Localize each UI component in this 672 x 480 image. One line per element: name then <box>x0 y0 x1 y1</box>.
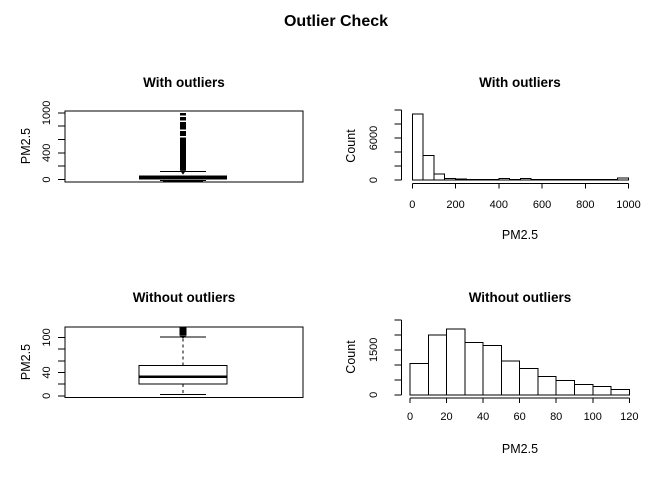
x-tick-label: 1000 <box>616 199 640 211</box>
x-tick-label: 800 <box>576 199 594 211</box>
histogram-bar <box>476 178 489 181</box>
x-tick-label: 400 <box>490 199 508 211</box>
panel-title: With outliers <box>479 75 561 90</box>
x-tick-label: 0 <box>409 199 415 211</box>
histogram-bar <box>455 178 467 181</box>
outlier-gap <box>179 136 187 138</box>
histogram-bar <box>573 383 594 396</box>
histogram-bar <box>519 177 532 181</box>
histogram-bar <box>446 328 466 396</box>
histogram-bar <box>610 388 630 396</box>
x-tick-label: 200 <box>446 199 464 211</box>
histogram-bar <box>555 379 575 396</box>
histogram-bar <box>563 178 575 181</box>
histogram-bar <box>541 178 554 181</box>
x-tick-label: 40 <box>477 411 489 423</box>
y-tick-label: 0 <box>368 177 380 183</box>
hist-without-outliers: Without outliers 0 1500 Count 0 20 40 60 80 100 12… <box>344 290 638 456</box>
x-axis-label: PM2.5 <box>502 228 538 242</box>
histogram-bar <box>444 178 457 181</box>
panel-title: Without outliers <box>133 290 236 305</box>
y-tick-label: 0 <box>41 176 53 182</box>
histogram-bar <box>617 177 630 181</box>
histogram-bar <box>537 376 557 396</box>
outlier-gap <box>179 120 187 122</box>
y-axis-label: Count <box>344 129 358 163</box>
outlier-gap <box>179 129 187 131</box>
panel-title: Without outliers <box>469 290 572 305</box>
panel-title: With outliers <box>143 75 225 90</box>
outlier-cluster <box>179 327 187 336</box>
main-title: Outlier Check <box>283 13 389 30</box>
y-axis-label: PM2.5 <box>19 344 33 380</box>
histogram-bar <box>595 178 608 181</box>
y-tick-label: 40 <box>41 366 53 378</box>
histogram-bar <box>498 177 511 181</box>
histogram-bar <box>465 178 478 181</box>
x-tick-label: 120 <box>620 411 638 423</box>
histogram-bar <box>592 385 612 396</box>
x-tick-label: 100 <box>584 411 602 423</box>
histogram-bar <box>427 334 448 396</box>
hist-with-outliers: With outliers 0 6000 Count 0 200 400 600 800 1000… <box>344 75 641 242</box>
histogram-bar <box>409 362 429 396</box>
median-line <box>139 375 227 378</box>
y-tick-label: 6000 <box>368 126 380 150</box>
outlier-column-tip <box>179 170 187 175</box>
y-tick-label: 0 <box>41 393 53 399</box>
y-tick-label: 400 <box>41 144 53 162</box>
y-tick-label: 100 <box>41 328 53 346</box>
histogram-bar <box>464 341 484 396</box>
histogram-bar <box>509 178 521 181</box>
outlier-cluster-tip <box>179 335 187 339</box>
x-tick-label: 80 <box>550 411 562 423</box>
outlier-column <box>179 112 187 171</box>
x-tick-label: 0 <box>407 411 413 423</box>
boxplot-with-outliers: With outliers 0 400 1000 PM2.5 <box>19 75 304 183</box>
histogram-bar <box>552 178 565 181</box>
histogram-bar <box>606 178 619 181</box>
outlier-gap <box>179 115 187 117</box>
y-tick-label: 1500 <box>368 338 380 362</box>
histogram-bar <box>411 113 424 181</box>
histogram-bar <box>487 178 500 181</box>
x-tick-label: 20 <box>440 411 452 423</box>
x-axis-label: PM2.5 <box>502 442 538 456</box>
histogram-bar <box>433 173 446 181</box>
box <box>139 175 227 180</box>
histogram-bar <box>519 368 539 396</box>
y-axis-label: Count <box>344 340 358 374</box>
histogram-bar <box>482 344 502 396</box>
box <box>138 364 228 385</box>
histogram-bar <box>584 178 597 181</box>
y-tick-label: 0 <box>368 392 380 398</box>
histogram-bar <box>573 178 586 181</box>
plot-frame <box>64 326 304 398</box>
x-tick-label: 600 <box>533 199 551 211</box>
histogram-bar <box>500 360 521 396</box>
histogram-bar <box>422 155 435 181</box>
y-tick-label: 1000 <box>41 101 53 125</box>
boxplot-without-outliers: Without outliers 0 40 100 PM2.5 <box>19 290 304 399</box>
histogram-bar <box>530 178 543 181</box>
y-axis-label: PM2.5 <box>19 128 33 164</box>
x-tick-label: 60 <box>514 411 526 423</box>
